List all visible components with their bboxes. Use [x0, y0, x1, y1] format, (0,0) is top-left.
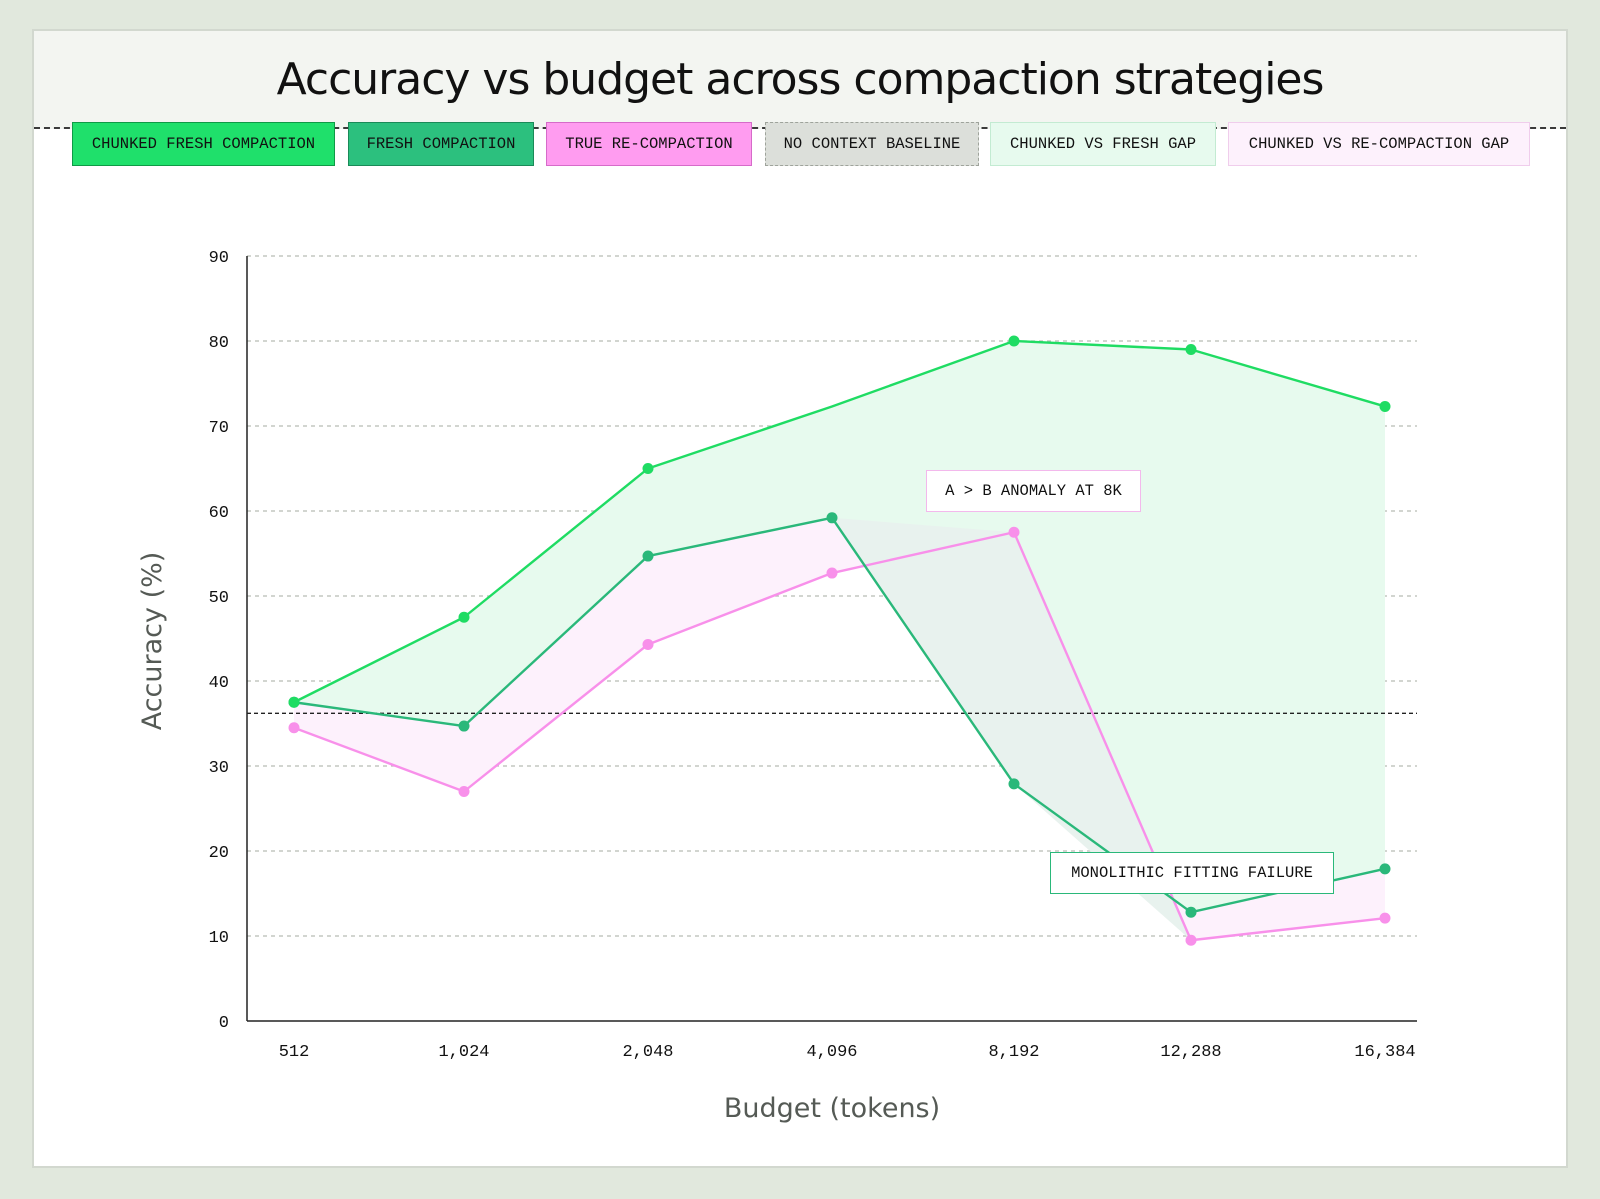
true-recompaction-point	[826, 567, 838, 579]
chunked-fresh-point	[642, 463, 654, 474]
y-axis-title: Accuracy (%)	[137, 552, 168, 731]
chart-title: Accuracy vs budget across compaction str…	[276, 53, 1325, 105]
y-tick-label: 90	[209, 249, 229, 268]
chunked-fresh-point	[1008, 335, 1020, 347]
y-tick-label: 10	[209, 929, 229, 948]
overlap-gap-area	[832, 517, 1191, 941]
legend-no-context-baseline: NO CONTEXT BASELINE	[765, 122, 979, 166]
y-tick-label: 80	[209, 334, 229, 353]
y-tick-label: 40	[209, 674, 229, 693]
legend-chunked-fresh: CHUNKED FRESH COMPACTION	[72, 122, 335, 166]
true-recompaction-point	[458, 786, 470, 797]
x-tick-label: 16,384	[1354, 1043, 1415, 1062]
y-tick-label: 60	[209, 504, 229, 523]
y-tick-label: 30	[209, 759, 229, 778]
fresh-point	[458, 720, 470, 732]
true-recompaction-point	[1185, 934, 1197, 946]
legend-fresh: FRESH COMPACTION	[348, 122, 534, 166]
fresh-point	[642, 550, 654, 562]
anomaly-annotation: A > B ANOMALY AT 8K	[926, 470, 1141, 512]
x-tick-label: 8,192	[988, 1043, 1039, 1062]
x-tick-label: 512	[279, 1043, 310, 1062]
chunked-fresh-point	[458, 611, 470, 623]
x-tick-label: 1,024	[438, 1043, 489, 1062]
y-tick-label: 70	[209, 419, 229, 438]
chart-header: Accuracy vs budget across compaction str…	[34, 31, 1566, 129]
true-recompaction-point	[642, 638, 654, 650]
y-tick-label: 20	[209, 844, 229, 863]
chunked-fresh-point	[288, 696, 300, 708]
fitting-failure-annotation: MONOLITHIC FITTING FAILURE	[1050, 852, 1334, 894]
true-recompaction-point	[1379, 912, 1391, 924]
chunked-fresh-point	[1379, 400, 1391, 412]
x-tick-label: 4,096	[806, 1043, 857, 1062]
x-axis-title: Budget (tokens)	[724, 1093, 940, 1124]
x-tick-label: 12,288	[1160, 1043, 1221, 1062]
true-recompaction-point	[288, 722, 300, 734]
y-tick-label: 0	[219, 1014, 229, 1033]
legend-chunked-vs-recompaction-gap: CHUNKED VS RE-COMPACTION GAP	[1228, 122, 1530, 166]
x-tick-label: 2,048	[622, 1043, 673, 1062]
fresh-point	[1185, 906, 1197, 918]
fresh-point	[826, 512, 838, 524]
chunked-fresh-point	[1185, 344, 1197, 355]
fresh-point	[1008, 778, 1020, 790]
chunked-vs-fresh-gap-area	[294, 341, 1385, 913]
legend-chunked-vs-fresh-gap: CHUNKED VS FRESH GAP	[990, 122, 1216, 166]
legend-true-recompaction: TRUE RE-COMPACTION	[546, 122, 752, 166]
y-tick-label: 50	[209, 589, 229, 608]
fresh-point	[1379, 863, 1391, 875]
true-recompaction-point	[1008, 526, 1020, 538]
